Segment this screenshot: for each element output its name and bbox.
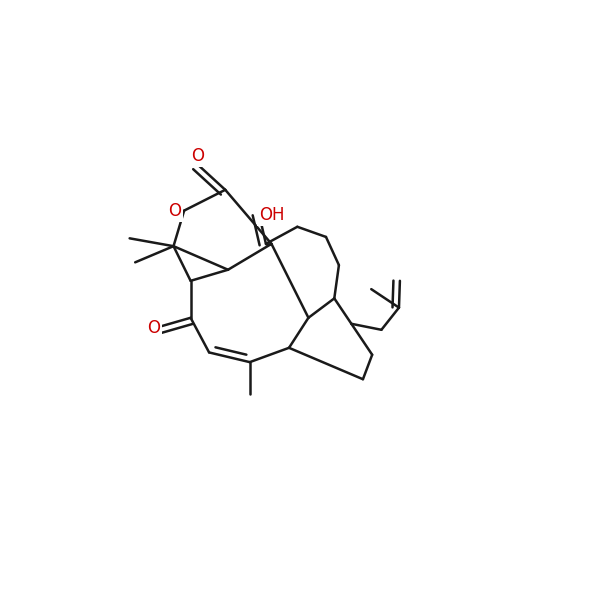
Text: O: O — [147, 319, 160, 337]
Text: OH: OH — [259, 206, 284, 224]
Text: O: O — [169, 202, 181, 220]
Text: O: O — [191, 147, 204, 165]
